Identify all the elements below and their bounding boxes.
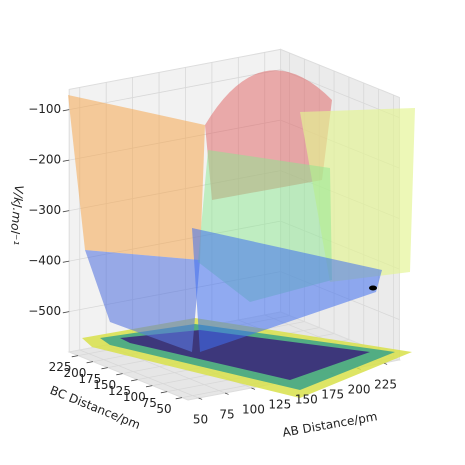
surface-orange [68,95,205,260]
y-tick-label: 100 [123,390,146,404]
y-tick-label: 150 [93,378,116,392]
y-tick [86,361,94,364]
x-tick-label: 175 [321,388,344,402]
z-tick [62,210,70,213]
z-tick-label: −400 [28,254,61,268]
x-axis-label: AB Distance/pm [281,409,378,439]
z-tick [62,109,70,112]
x-tick-label: 150 [295,393,318,407]
y-tick [71,355,79,358]
z-tick-label: −500 [28,304,61,318]
y-tick [160,391,168,394]
x-tick [198,397,203,400]
z-tick [62,260,70,263]
z-tick-label: −100 [28,102,61,116]
y-tick-label: 75 [142,396,157,410]
z-tick-label: −300 [28,203,61,217]
y-tick-label: 125 [108,384,131,398]
x-tick [251,387,256,390]
z-tick [62,311,70,314]
y-tick [101,367,108,370]
y-tick [116,373,123,376]
y-tick [175,397,183,400]
z-axis-label: V/kJ.mol⁻¹ [7,185,26,246]
x-tick [224,392,229,395]
y-tick [145,385,153,388]
z-tick-label: −200 [28,153,61,167]
y-tick-label: 225 [49,360,72,374]
surface-valley [192,228,382,352]
y-tick-label: 175 [78,372,101,386]
x-tick-label: 100 [242,403,265,417]
x-tick-label: 225 [374,378,397,392]
grid-line [69,69,281,110]
marker [369,285,377,291]
x-tick-label: 200 [348,383,371,397]
y-tick-label: 50 [156,402,171,416]
z-tick [62,159,70,162]
x-tick-label: 125 [268,398,291,412]
y-tick [131,379,138,382]
y-tick-label: 200 [64,366,87,380]
x-tick-label: 50 [193,413,208,427]
surface-blue-left [85,250,200,352]
grid-line [79,349,199,399]
x-tick-label: 75 [219,408,234,422]
surface [68,70,415,398]
